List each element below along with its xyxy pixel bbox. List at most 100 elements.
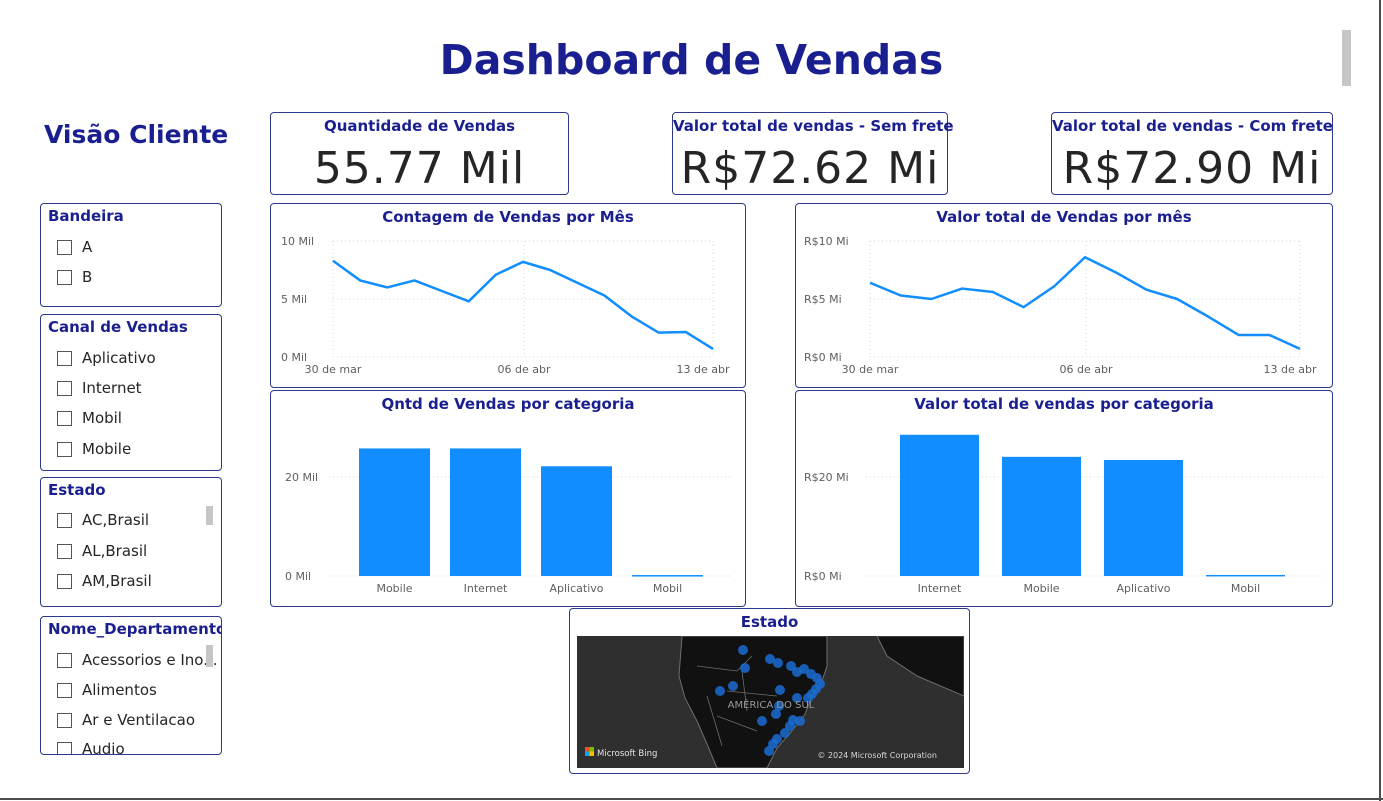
y-tick-label: 20 Mil bbox=[285, 471, 318, 484]
slicer-option[interactable]: Mobile bbox=[57, 439, 131, 459]
slicer-option[interactable]: A bbox=[57, 237, 92, 257]
state-marker bbox=[738, 645, 748, 655]
option-label: Mobile bbox=[82, 440, 132, 458]
kpi-title: Valor total de vendas - Sem frete bbox=[673, 117, 954, 135]
bar-chart-valor: R$20 Mi R$0 Mi Internet Mobile Aplicativo Mob… bbox=[804, 434, 1326, 595]
checkbox[interactable] bbox=[57, 682, 72, 698]
y-tick-label: R$0 Mi bbox=[804, 570, 842, 583]
option-label: Ar e Ventilacao bbox=[82, 711, 196, 729]
x-category-label: Mobil bbox=[1231, 582, 1260, 595]
slicer-option[interactable]: Audio bbox=[57, 739, 125, 755]
window-bottom-border bbox=[0, 798, 1383, 800]
state-marker bbox=[795, 716, 805, 726]
slicer-option[interactable]: Mobil bbox=[57, 408, 122, 428]
slicer-option[interactable]: Acessorios e Ino... bbox=[57, 650, 218, 670]
x-tick-label: 30 de mar bbox=[305, 363, 362, 376]
checkbox[interactable] bbox=[57, 512, 72, 528]
map-view[interactable]: AMÉRICA DO SUL Microsoft Bing © 2024 Mic… bbox=[577, 636, 964, 768]
slicer-title: Canal de Vendas bbox=[48, 318, 188, 336]
checkbox[interactable] bbox=[57, 441, 72, 457]
slicer-option[interactable]: Aplicativo bbox=[57, 348, 156, 368]
slicer-title: Estado bbox=[48, 481, 106, 499]
map-title: Estado bbox=[740, 613, 799, 631]
checkbox[interactable] bbox=[57, 380, 72, 396]
y-tick-label: R$5 Mi bbox=[804, 293, 842, 306]
x-category-label: Mobile bbox=[376, 582, 412, 595]
state-marker bbox=[780, 728, 790, 738]
page-title: Dashboard de Vendas bbox=[439, 36, 944, 84]
slicer-option[interactable]: AM,Brasil bbox=[57, 571, 152, 591]
y-tick-label: R$0 Mi bbox=[804, 351, 842, 364]
slicer-nome-departamento: Nome_Departamento Acessorios e Ino... Al… bbox=[40, 616, 222, 755]
bar bbox=[632, 575, 703, 577]
y-tick-label: R$20 Mi bbox=[804, 471, 849, 484]
x-category-label: Mobil bbox=[653, 582, 682, 595]
chart-title: Contagem de Vendas por Mês bbox=[382, 208, 634, 226]
checkbox[interactable] bbox=[57, 741, 72, 754]
x-tick-label: 13 de abr bbox=[1264, 363, 1317, 376]
option-label: Aplicativo bbox=[82, 349, 156, 367]
kpi-value: 55.77 Mil bbox=[313, 143, 526, 194]
state-marker bbox=[775, 685, 785, 695]
slicer-option[interactable]: Ar e Ventilacao bbox=[57, 710, 195, 730]
kpi-card-quantidade[interactable]: Quantidade de Vendas 55.77 Mil bbox=[270, 112, 569, 195]
kpi-card-com-frete[interactable]: Valor total de vendas - Com frete R$72.9… bbox=[1051, 112, 1333, 195]
state-marker bbox=[715, 686, 725, 696]
chart-valor-total-mes[interactable]: Valor total de Vendas por mês R$10 Mi R$5… bbox=[795, 203, 1333, 388]
map-provider: Microsoft Bing bbox=[597, 749, 657, 759]
x-tick-label: 06 de abr bbox=[1060, 363, 1113, 376]
series-line bbox=[869, 255, 1301, 351]
slicer-bandeira: Bandeira A B bbox=[40, 203, 222, 307]
state-marker bbox=[792, 693, 802, 703]
bar bbox=[450, 448, 521, 576]
slicer-option[interactable]: Alimentos bbox=[57, 680, 157, 700]
checkbox[interactable] bbox=[57, 350, 72, 366]
chart-valor-total-categoria[interactable]: Valor total de vendas por categoria R$20… bbox=[795, 390, 1333, 607]
slicer-option[interactable]: Internet bbox=[57, 378, 142, 398]
slicer-option[interactable]: AC,Brasil bbox=[57, 510, 149, 530]
option-label: AL,Brasil bbox=[82, 542, 148, 560]
option-label: B bbox=[82, 268, 93, 286]
checkbox[interactable] bbox=[57, 269, 72, 285]
x-category-label: Internet bbox=[918, 582, 962, 595]
checkbox[interactable] bbox=[57, 573, 72, 589]
bar bbox=[1002, 456, 1081, 576]
state-marker bbox=[799, 664, 809, 674]
state-markers bbox=[715, 645, 825, 756]
x-category-label: Aplicativo bbox=[549, 582, 603, 595]
microsoft-logo-blue bbox=[585, 751, 590, 756]
slicer-title: Bandeira bbox=[48, 207, 124, 225]
option-label: Audio bbox=[82, 740, 125, 755]
chart-contagem-vendas-mes[interactable]: Contagem de Vendas por Mês 10 Mil 5 Mil 0 … bbox=[270, 203, 746, 388]
option-label: Mobil bbox=[82, 409, 122, 427]
slicer-estado: Estado AC,Brasil AL,Brasil AM,Brasil bbox=[40, 477, 222, 607]
checkbox[interactable] bbox=[57, 239, 72, 255]
state-marker bbox=[785, 721, 795, 731]
slicer-option[interactable]: B bbox=[57, 267, 92, 287]
option-label: Acessorios e Ino... bbox=[82, 651, 218, 669]
option-label: A bbox=[82, 238, 93, 256]
checkbox[interactable] bbox=[57, 543, 72, 559]
option-label: AM,Brasil bbox=[82, 572, 152, 590]
kpi-card-sem-frete[interactable]: Valor total de vendas - Sem frete R$72.6… bbox=[672, 112, 954, 195]
chart-qntd-vendas-categoria[interactable]: Qntd de Vendas por categoria 20 Mil 0 Mil… bbox=[270, 390, 746, 607]
bar bbox=[900, 434, 979, 576]
chart-title: Valor total de vendas por categoria bbox=[914, 395, 1214, 413]
slicer-scrollbar[interactable] bbox=[206, 506, 213, 525]
state-marker bbox=[771, 709, 781, 719]
checkbox[interactable] bbox=[57, 712, 72, 728]
slicer-option[interactable]: AL,Brasil bbox=[57, 541, 147, 561]
bar bbox=[1104, 459, 1183, 576]
chart-title: Qntd de Vendas por categoria bbox=[381, 395, 635, 413]
x-tick-label: 13 de abr bbox=[677, 363, 730, 376]
map-card-estado[interactable]: Estado AMÉRICA DO SUL Microsoft Bing © 2… bbox=[569, 608, 970, 774]
x-tick-label: 06 de abr bbox=[498, 363, 551, 376]
checkbox[interactable] bbox=[57, 652, 72, 668]
slicer-title: Nome_Departamento bbox=[48, 620, 222, 638]
checkbox[interactable] bbox=[57, 410, 72, 426]
slicer-scrollbar[interactable] bbox=[206, 645, 213, 667]
page-scrollbar[interactable] bbox=[1342, 30, 1351, 86]
bar bbox=[541, 466, 612, 576]
option-label: Internet bbox=[82, 379, 142, 397]
